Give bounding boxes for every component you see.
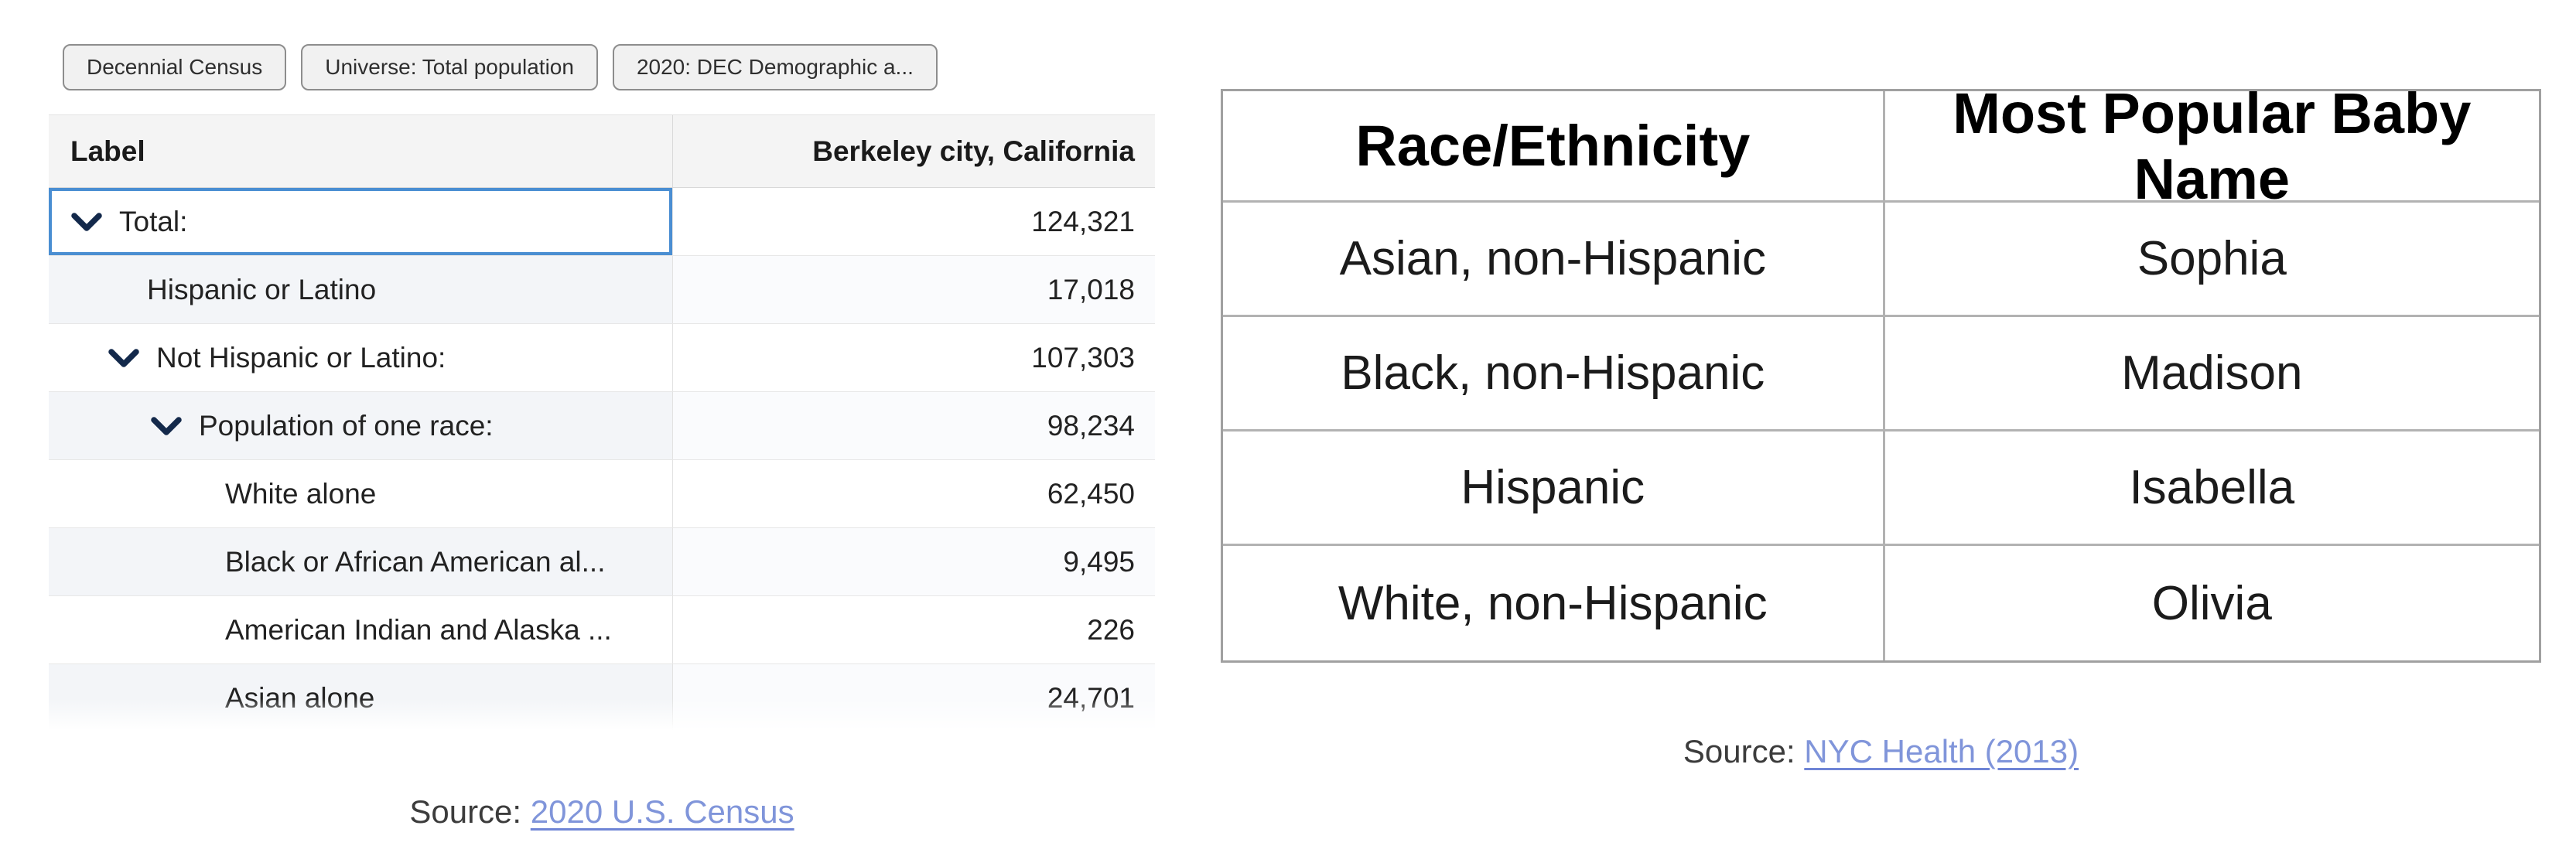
table-row-american-indian: American Indian and Alaska ... 226 — [49, 596, 1155, 664]
row-label: American Indian and Alaska ... — [225, 613, 612, 646]
source-label: Source: — [409, 793, 531, 830]
row-label: Not Hispanic or Latino: — [156, 341, 446, 374]
cell-value-white-alone[interactable]: 62,450 — [673, 460, 1155, 527]
chevron-down-icon[interactable] — [70, 211, 103, 233]
cell-value-asian-alone[interactable]: 24,701 — [673, 664, 1155, 732]
cell-ethnicity: White, non-Hispanic — [1223, 546, 1885, 660]
cell-ethnicity: Asian, non-Hispanic — [1223, 203, 1885, 317]
column-header-geography[interactable]: Berkeley city, California — [812, 135, 1135, 167]
census-source-line: Source: 2020 U.S. Census — [49, 793, 1155, 831]
cell-name: Isabella — [1884, 432, 2539, 546]
column-header-label[interactable]: Label — [49, 115, 673, 187]
cell-value-american-indian[interactable]: 226 — [673, 596, 1155, 663]
cell-label-white-alone[interactable]: White alone — [49, 460, 673, 527]
cell-label-one-race[interactable]: Population of one race: — [49, 392, 673, 459]
filter-chips: Decennial Census Universe: Total populat… — [63, 44, 938, 90]
cell-value-one-race[interactable]: 98,234 — [673, 392, 1155, 459]
source-label: Source: — [1683, 733, 1805, 769]
table-row-total: Total: 124,321 — [49, 188, 1155, 256]
row-label: Asian alone — [225, 682, 375, 714]
baby-names-table: Race/Ethnicity Most Popular Baby Name As… — [1221, 81, 2541, 663]
cell-name: Madison — [1884, 317, 2539, 432]
cell-label-hispanic[interactable]: Hispanic or Latino — [49, 256, 673, 323]
cell-label-american-indian[interactable]: American Indian and Alaska ... — [49, 596, 673, 663]
cell-name: Sophia — [1884, 203, 2539, 317]
row-label: Black or African American al... — [225, 545, 606, 578]
row-label: Total: — [119, 205, 188, 237]
cell-label-not-hispanic[interactable]: Not Hispanic or Latino: — [49, 324, 673, 391]
row-label: Hispanic or Latino — [147, 273, 377, 305]
cell-value-black-alone[interactable]: 9,495 — [673, 528, 1155, 595]
cell-label-black-alone[interactable]: Black or African American al... — [49, 528, 673, 595]
cell-value-total[interactable]: 124,321 — [673, 188, 1155, 255]
cell-value-hispanic[interactable]: 17,018 — [673, 256, 1155, 323]
table-row-not-hispanic: Not Hispanic or Latino: 107,303 — [49, 324, 1155, 392]
row-label: Population of one race: — [199, 409, 494, 442]
chevron-down-icon[interactable] — [108, 347, 140, 369]
chip-universe-total-population[interactable]: Universe: Total population — [301, 44, 598, 90]
header-most-popular-baby-name: Most Popular Baby Name — [1884, 81, 2539, 211]
chip-2020-dec-demographic[interactable]: 2020: DEC Demographic a... — [612, 44, 938, 90]
table-row-one-race: Population of one race: 98,234 — [49, 392, 1155, 460]
table-row-hispanic: Hispanic or Latino 17,018 — [49, 256, 1155, 324]
table-row-black-alone: Black or African American al... 9,495 — [49, 528, 1155, 596]
cell-value-not-hispanic[interactable]: 107,303 — [673, 324, 1155, 391]
baby-names-source-line: Source: NYC Health (2013) — [1221, 733, 2541, 770]
header-race-ethnicity: Race/Ethnicity — [1223, 91, 1885, 203]
table-row-white-alone: White alone 62,450 — [49, 460, 1155, 528]
cell-label-asian-alone[interactable]: Asian alone — [49, 664, 673, 732]
cell-ethnicity: Black, non-Hispanic — [1223, 317, 1885, 432]
census-source-link[interactable]: 2020 U.S. Census — [530, 793, 794, 830]
chevron-down-icon[interactable] — [150, 415, 183, 437]
census-table-header-row: Label Berkeley city, California — [49, 114, 1155, 188]
row-label: White alone — [225, 477, 377, 510]
baby-names-source-link[interactable]: NYC Health (2013) — [1804, 733, 2079, 769]
cell-label-total[interactable]: Total: — [49, 188, 673, 255]
chip-decennial-census[interactable]: Decennial Census — [63, 44, 287, 90]
cell-ethnicity: Hispanic — [1223, 432, 1885, 546]
table-row-asian-alone: Asian alone 24,701 — [49, 664, 1155, 732]
cell-name: Olivia — [2151, 576, 2272, 630]
census-table: Label Berkeley city, California Total: 1… — [49, 114, 1155, 738]
